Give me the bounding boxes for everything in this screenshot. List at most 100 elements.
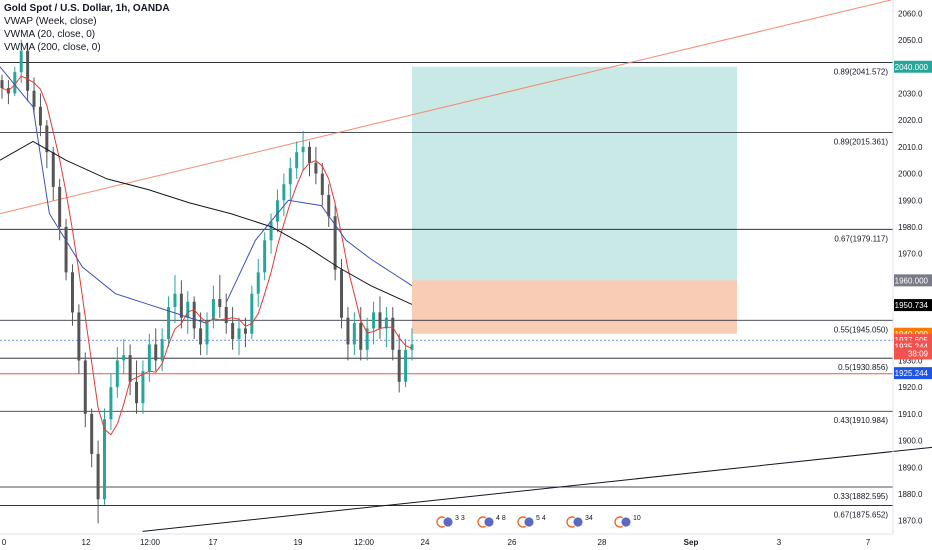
time-tick-label: 17 [209,538,218,547]
event-markers[interactable]: 3 3 4 8 5 4 34 10 [436,515,641,528]
event-flag-icon[interactable] [523,516,535,528]
fib-label: 0.67(1979.117) [834,234,888,243]
candle-body [128,355,132,382]
moving-averages [0,66,413,436]
candles [0,40,414,524]
candle-body [314,162,318,174]
candle-body [179,293,183,318]
candle-body [90,413,94,454]
candle-body [340,269,344,318]
fib-label: 0.33(1882.595) [834,492,889,501]
time-tick-label: 12:00 [140,538,161,547]
candle-body [26,50,30,91]
time-tick-label: 26 [508,538,517,547]
event-flag-icon[interactable] [483,516,495,528]
candle-body [352,323,356,345]
candle-body [301,146,305,153]
price-tag-text: 1960.000 [895,276,929,285]
price-tick-label: 2030.0 [898,89,923,98]
time-tick-label: Sep [684,538,699,547]
candle-body [378,312,382,329]
candle-body [365,328,369,350]
event-count: 3 3 [455,515,465,522]
candle-body [275,200,279,222]
candle-body [269,221,273,241]
event-flag-icon[interactable] [442,516,454,528]
time-axis[interactable]: 0 12 12:00 17 19 12:00 24 26 28 Sep 3 7 [2,538,871,547]
price-tick-label: 1890.0 [898,463,923,472]
price-tick-label: 1990.0 [898,196,923,205]
trendlines[interactable] [0,0,932,532]
price-tag [894,347,932,360]
price-tag [894,274,932,287]
candle-body [211,299,215,321]
price-tick-label: 1900.0 [898,437,923,446]
price-tick-label: 2020.0 [898,116,923,125]
candle-body [192,301,196,329]
loss-zone[interactable] [412,280,737,334]
event-flag-icon[interactable] [572,516,584,528]
price-tick-label: 1970.0 [898,250,923,259]
price-tag [894,60,932,73]
price-tick-label: 1870.0 [898,517,923,526]
legend-symbol: Gold Spot / U.S. Dollar, 1h, OANDA [4,3,170,14]
fib-label: 0.89(2015.361) [834,138,889,147]
candle-body [218,299,222,308]
candle-body [186,301,190,318]
price-tick-label: 2010.0 [898,143,923,152]
candle-body [295,152,299,169]
legend-vwma-200: VWMA (200, close, 0) [4,42,101,53]
candle-body [410,344,414,350]
candle-body [51,152,55,187]
candle-body [103,419,106,500]
price-tag [894,299,932,312]
event-flag-icon[interactable] [620,516,632,528]
candle-body [205,320,209,345]
candle-body [173,293,177,308]
candle-body [77,312,81,361]
upper-trendline[interactable] [0,0,892,215]
price-tick-label: 1920.0 [898,383,923,392]
fib-label: 0.55(1945.050) [834,325,889,334]
event-count: 34 [585,515,593,522]
time-tick-label: 28 [598,538,607,547]
price-tag-text: 1935.244 [895,342,929,351]
price-tag-text: 38:09 [908,350,929,359]
candle-body [19,50,23,73]
candle-body [282,184,286,201]
candle-body [256,272,260,294]
price-tick-label: 1980.0 [898,223,923,232]
candle-body [115,360,119,388]
candle-body [372,312,376,329]
event-count: 10 [633,515,641,522]
lower-trendline[interactable] [142,342,932,532]
candle-body [147,344,151,372]
candle-body [384,317,388,329]
price-tag-text: 1950.734 [895,301,929,310]
time-tick-label: 0 [2,538,7,547]
candle-body [327,194,331,217]
candle-body [154,344,158,361]
candle-body [308,146,311,163]
profit-zone[interactable] [412,66,737,281]
candle-body [32,90,36,107]
candle-body [70,272,74,313]
fib-lines [0,62,893,506]
candle-body [320,173,324,195]
price-tick-label: 1880.0 [898,490,923,499]
fib-label: 0.43(1910.984) [834,416,889,425]
vwap-line-2 [226,199,413,302]
event-count: 5 4 [536,515,546,522]
legend-vwap: VWAP (Week, close) [4,16,97,27]
candle-body [141,371,145,404]
position-boxes[interactable] [412,66,737,334]
time-tick-label: 3 [777,538,782,547]
candle-body [64,226,68,273]
price-tag [894,367,932,380]
legend-vwma-20: VWMA (20, close, 0) [4,29,96,40]
candle-body [263,240,267,273]
candle-body [109,387,113,420]
candle-body [13,72,17,94]
